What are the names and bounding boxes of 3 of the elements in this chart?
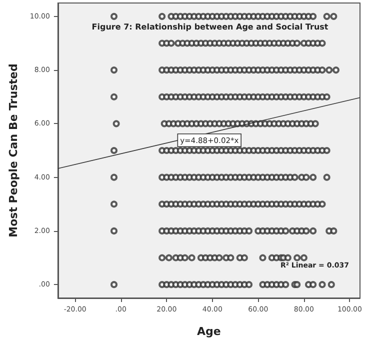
- y-axis-title: Most People Can Be Trusted: [7, 64, 20, 238]
- text: Figure 7: Relationship between Age and Social Trust: [92, 22, 328, 32]
- x-axis-title: Age: [197, 325, 221, 338]
